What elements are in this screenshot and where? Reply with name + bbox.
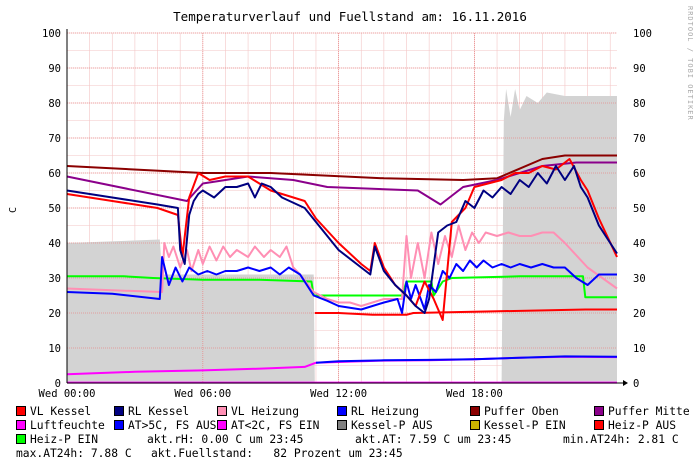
y-tick-label-right: 70 <box>633 133 646 145</box>
legend-label: AT>5C, FS AUS <box>128 419 217 432</box>
rrdtool-watermark: RRDTOOL / TOBI OETIKER <box>686 6 694 121</box>
legend-item: Luftfeuchte <box>16 419 105 432</box>
x-axis-arrow <box>623 380 628 386</box>
x-tick-label: Wed 12:00 <box>310 388 367 400</box>
legend-label: AT<2C, FS EIN <box>231 419 320 432</box>
stat-fuellstand: akt.Fuellstand: 82 Prozent um 23:45 <box>151 447 403 460</box>
legend-label: RL Heizung <box>351 405 420 418</box>
y-tick-label-right: 0 <box>633 378 639 390</box>
legend-swatch <box>594 406 604 416</box>
stat-akt-at: akt.AT: 7.59 C um 23:45 <box>355 433 512 446</box>
y-tick-label-right: 40 <box>633 238 646 250</box>
legend-swatch <box>114 406 124 416</box>
legend-item: Heiz-P AUS <box>594 419 676 432</box>
y-tick-label-right: 10 <box>633 343 646 355</box>
legend-label: Kessel-P AUS <box>351 419 433 432</box>
plot-area: 0 0 10 10 20 20 30 30 40 40 50 50 60 60 70 70 80 80 90 90 10… <box>39 28 652 400</box>
y-tick-label-left: 100 <box>42 28 61 40</box>
legend-item: RL Heizung <box>337 405 419 418</box>
legend-label: Luftfeuchte <box>30 419 105 432</box>
x-tick-label: Wed 18:00 <box>446 388 503 400</box>
stat-max-at: max.AT24h: 7.88 C <box>16 447 132 460</box>
y-tick-label-left: 60 <box>48 168 61 180</box>
legend-swatch <box>470 406 480 416</box>
legend-label: Kessel-P EIN <box>484 419 566 432</box>
legend-item: RL Kessel <box>114 405 189 418</box>
legend-label: RL Kessel <box>128 405 190 418</box>
legend-swatch <box>16 434 26 444</box>
legend-swatch <box>337 406 347 416</box>
y-tick-label-left: 20 <box>48 308 61 320</box>
y-axis-label: C <box>8 207 19 213</box>
y-tick-label-right: 80 <box>633 98 646 110</box>
y-tick-label-right: 30 <box>633 273 646 285</box>
legend-swatch <box>470 420 480 430</box>
y-tick-label-left: 70 <box>48 133 61 145</box>
x-tick-label: Wed 00:00 <box>39 388 96 400</box>
legend-item: Heiz-P EIN <box>16 433 98 446</box>
legend-label: Puffer Oben <box>484 405 559 418</box>
series-rl-heizung-line <box>66 256 617 314</box>
y-tick-label-left: 10 <box>48 343 61 355</box>
series-at-5c-fs-aus-line <box>315 355 618 364</box>
legend-item: Kessel-P AUS <box>337 419 433 432</box>
y-tick-label-right: 50 <box>633 203 646 215</box>
y-tick-label-right: 20 <box>633 308 646 320</box>
legend-swatch <box>217 406 227 416</box>
y-tick-label-left: 90 <box>48 63 61 75</box>
legend-swatch <box>16 420 26 430</box>
x-tick-label: Wed 06:00 <box>174 388 231 400</box>
legend-label: Heiz-P EIN <box>30 433 99 446</box>
chart: Temperaturverlauf und Fuellstand am: 16.… <box>8 9 652 400</box>
legend-swatch <box>16 406 26 416</box>
legend-item: VL Heizung <box>217 405 299 418</box>
series-heiz-p-aus-line <box>314 308 617 316</box>
chart-title: Temperaturverlauf und Fuellstand am: 16.… <box>173 9 527 24</box>
y-tick-label-left: 30 <box>48 273 61 285</box>
stat-min-at: min.AT24h: 2.81 C <box>563 433 679 446</box>
series-fuellstand-area <box>67 89 617 383</box>
y-tick-label-left: 0 <box>55 378 61 390</box>
y-tick-label-right: 90 <box>633 63 646 75</box>
series-vl-heizung-line <box>66 224 618 307</box>
series-puffer-oben-line <box>66 154 617 181</box>
legend-item: Puffer Mitte <box>594 405 690 418</box>
y-tick-label-right: 60 <box>633 168 646 180</box>
legend-item: AT>5C, FS AUS <box>114 419 216 432</box>
legend-label: Heiz-P AUS <box>608 419 677 432</box>
y-tick-label-left: 50 <box>48 203 61 215</box>
legend-label: VL Heizung <box>231 405 300 418</box>
legend-label: VL Kessel <box>30 405 92 418</box>
legend-item: AT<2C, FS EIN <box>217 419 319 432</box>
stat-akt-rh: akt.rH: 0.00 C um 23:45 <box>147 433 304 446</box>
legend-swatch <box>114 420 124 430</box>
y-tick-label-left: 80 <box>48 98 61 110</box>
legend-swatch <box>337 420 347 430</box>
y-tick-label-left: 40 <box>48 238 61 250</box>
legend-swatch <box>594 420 604 430</box>
y-tick-label-right: 100 <box>633 28 652 40</box>
legend-item: Puffer Oben <box>470 405 559 418</box>
legend-item: Kessel-P EIN <box>470 419 566 432</box>
legend-label: Puffer Mitte <box>608 405 690 418</box>
legend-swatch <box>217 420 227 430</box>
legend-item: VL Kessel <box>16 405 91 418</box>
series-rl-kessel-line <box>66 165 618 314</box>
